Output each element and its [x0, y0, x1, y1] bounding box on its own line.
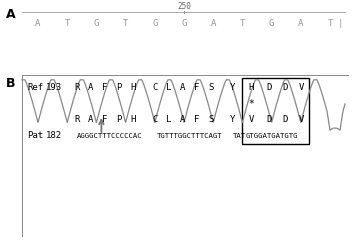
Text: T: T: [240, 19, 245, 29]
Text: L: L: [166, 115, 172, 125]
Text: F: F: [102, 115, 108, 125]
Text: Y: Y: [230, 84, 236, 92]
Text: F: F: [194, 84, 200, 92]
Text: V: V: [298, 84, 304, 92]
Text: R: R: [74, 115, 80, 125]
Text: B: B: [6, 77, 15, 90]
Text: A: A: [88, 84, 94, 92]
Text: P: P: [116, 84, 122, 92]
Text: A: A: [180, 84, 186, 92]
Text: R: R: [74, 84, 80, 92]
Text: Ref: Ref: [27, 84, 43, 92]
Text: A: A: [88, 115, 94, 125]
Text: H: H: [248, 84, 254, 92]
Text: G: G: [181, 19, 187, 29]
Text: A: A: [298, 19, 303, 29]
Text: A: A: [6, 8, 15, 21]
Text: GTGGATGATGTG: GTGGATGATGTG: [246, 133, 298, 139]
Text: *: *: [248, 99, 254, 109]
Bar: [242, 78, 309, 144]
Text: F: F: [194, 115, 200, 125]
Text: D: D: [266, 115, 272, 125]
Text: C: C: [152, 84, 158, 92]
Text: D: D: [282, 115, 288, 125]
Text: L: L: [166, 84, 172, 92]
Text: |: |: [337, 19, 343, 29]
Text: G: G: [152, 19, 157, 29]
Text: A: A: [35, 19, 41, 29]
Text: T: T: [327, 19, 333, 29]
Text: TGTTTGGCTTTCAGT: TGTTTGGCTTTCAGT: [157, 133, 222, 139]
Text: TAT: TAT: [233, 133, 246, 139]
Text: 193: 193: [46, 84, 62, 92]
Text: C: C: [152, 115, 158, 125]
Text: S: S: [208, 115, 214, 125]
Text: 250: 250: [177, 2, 191, 11]
Text: D: D: [282, 84, 288, 92]
Text: H: H: [130, 84, 136, 92]
Text: 182: 182: [46, 132, 62, 140]
Text: V: V: [298, 115, 304, 125]
Text: S: S: [208, 84, 214, 92]
Text: AGGGCTTTCCCCCAC: AGGGCTTTCCCCCAC: [77, 133, 143, 139]
Text: A: A: [180, 115, 186, 125]
Text: A: A: [210, 19, 216, 29]
Text: P: P: [116, 115, 122, 125]
Text: F: F: [102, 84, 108, 92]
Text: V: V: [248, 115, 254, 125]
Text: Pat: Pat: [27, 132, 43, 140]
Text: G: G: [94, 19, 99, 29]
Text: T: T: [123, 19, 128, 29]
Text: D: D: [266, 84, 272, 92]
Text: T: T: [64, 19, 70, 29]
Text: H: H: [130, 115, 136, 125]
Text: G: G: [269, 19, 274, 29]
Text: Y: Y: [230, 115, 236, 125]
